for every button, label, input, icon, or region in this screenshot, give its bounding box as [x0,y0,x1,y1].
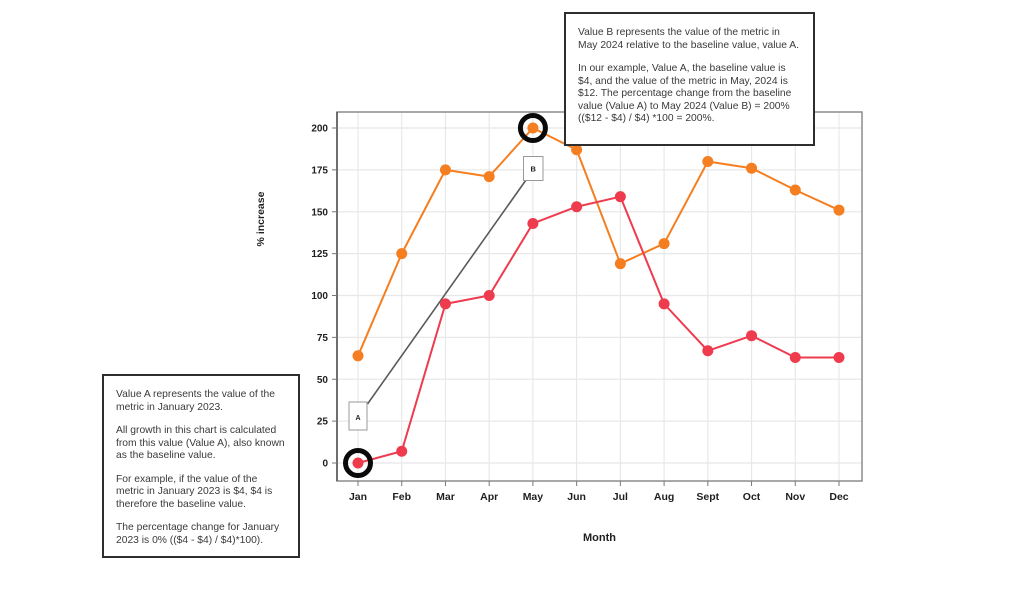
red-series-marker-Sept [702,345,714,357]
red-series-marker-Nov [789,351,801,363]
x-tick-label: Feb [392,491,411,503]
orange-series-marker-Aug [658,238,670,250]
x-tick-label: May [523,491,544,503]
y-tick-label: 200 [311,124,328,135]
point-label-box-b [523,156,544,181]
y-tick-label: 150 [311,207,328,218]
y-tick-label: 50 [317,375,329,386]
red-series-marker-Jun [571,201,583,213]
circled-point-ring-Jan [343,448,373,478]
annotation-box-value-a: Value A represents the value of the metr… [102,374,300,558]
orange-series-marker-Mar [439,164,451,176]
y-tick-label: 125 [311,249,328,260]
annotation-box-value-b: Value B represents the value of the metr… [564,12,815,146]
x-tick-label: Oct [743,491,761,503]
orange-series-marker-Sept [702,156,714,167]
circled-point-ring-May [517,113,548,143]
red-series-marker-May [527,217,539,229]
y-tick-label: 25 [317,417,329,428]
orange-series-marker-Oct [746,162,758,174]
value-a-paragraph: All growth in this chart is calculated f… [116,425,285,462]
point-label-a: A [355,415,360,422]
x-tick-label: Aug [654,491,674,503]
x-tick-label: Jan [349,491,367,503]
x-tick-label: Sept [696,491,719,503]
value-a-paragraph: Value A represents the value of the metr… [116,389,275,413]
orange-series-marker-Jan [352,350,364,362]
x-tick-label: Jun [567,491,586,503]
x-tick-label: Jul [613,491,628,503]
y-tick-label: 75 [317,333,329,344]
value-a-paragraph: For example, if the value of the metric … [116,473,273,510]
orange-series-marker-Dec [833,204,845,216]
value-b-paragraph: In our example, Value A, the baseline va… [578,63,792,125]
red-series-line [357,195,839,464]
value-b-paragraph: Value B represents the value of the metr… [578,27,799,51]
orange-series-marker-Jul [614,258,626,270]
orange-series-marker-Jun [571,144,583,156]
red-series-marker-Mar [439,298,451,310]
red-series-marker-Dec [833,351,845,363]
y-tick-label: 175 [311,165,328,176]
a-to-b-connector-line [366,179,527,405]
y-tick-label: 0 [322,459,328,470]
value-a-paragraph: The percentage change for January 2023 i… [116,522,280,546]
orange-series-marker-May [527,122,539,134]
orange-series-marker-Feb [396,248,408,260]
plot-border [336,111,863,482]
red-series-marker-Feb [396,445,408,457]
orange-series-marker-Apr [483,171,495,183]
x-axis-title: Month [583,532,616,544]
x-tick-label: Mar [436,491,455,503]
red-series-marker-Apr [483,290,495,301]
red-series-marker-Aug [658,298,670,310]
x-tick-label: Dec [829,491,848,503]
orange-series-line [357,127,840,357]
point-label-b: B [530,165,536,174]
y-tick-label: 100 [311,291,328,302]
point-label-box-a [348,401,368,431]
x-tick-label: Apr [480,491,498,503]
red-series-marker-Oct [746,330,758,342]
orange-series-marker-Nov [789,184,801,196]
red-series-marker-Jul [614,191,626,203]
red-series-marker-Jan [352,457,364,469]
x-tick-label: Nov [785,491,805,503]
y-axis-title: % increase [255,191,267,246]
